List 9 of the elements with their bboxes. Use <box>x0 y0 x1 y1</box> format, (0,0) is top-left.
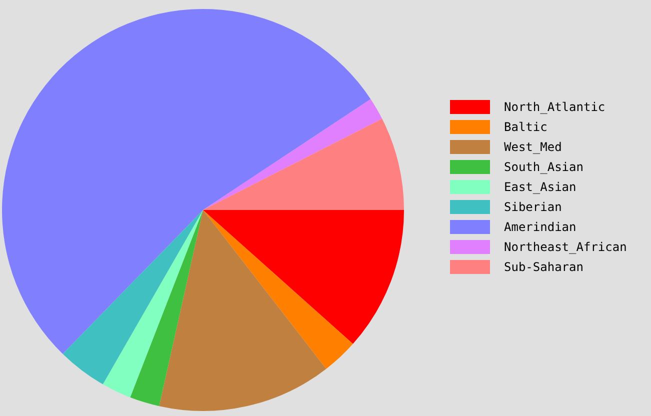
legend-label: Baltic <box>504 120 548 134</box>
legend-label: Siberian <box>504 200 562 214</box>
legend-label: Sub-Saharan <box>504 260 584 274</box>
legend-label: East_Asian <box>504 180 576 194</box>
legend-label: West_Med <box>504 140 562 154</box>
legend-label: South_Asian <box>504 160 584 174</box>
legend-label: Northeast_African <box>504 240 627 254</box>
legend-label: North_Atlantic <box>504 100 606 114</box>
legend-label: Amerindian <box>504 220 576 234</box>
